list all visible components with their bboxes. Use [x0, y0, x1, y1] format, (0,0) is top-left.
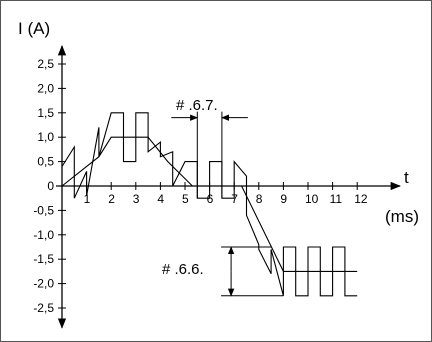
- axes: [56, 44, 402, 329]
- ripple-period-label: # .6.7.: [176, 97, 218, 114]
- y-tick-label: 1,0: [37, 130, 54, 144]
- x-tick-label: 12: [354, 192, 368, 206]
- ripple-current-line: [61, 112, 358, 297]
- x-tick-label: 8: [256, 192, 263, 206]
- x-tick-label: 2: [108, 192, 115, 206]
- annotations: [171, 111, 284, 297]
- x-tick-label: 7: [231, 192, 238, 206]
- x-tick-label: 11: [330, 192, 343, 206]
- y-tick-label: -1,0: [33, 228, 54, 242]
- y-tick-label: 1,5: [37, 106, 54, 120]
- tick-labels: 1 2 3 4 5 6 7 8 9 10 11 122,52,01,51,00,50-0,5-1,0-…: [33, 57, 368, 315]
- average-current-line: [61, 136, 358, 272]
- x-tick-label: 1: [84, 192, 91, 206]
- y-tick-label: 2,5: [37, 57, 54, 71]
- y-tick-label: -2,5: [33, 301, 54, 315]
- y-tick-label: 2,0: [37, 81, 54, 95]
- y-tick-label: -2,0: [33, 277, 54, 291]
- series-group: [61, 112, 358, 297]
- x-tick-label: 10: [305, 192, 319, 206]
- y-axis-title: I (A): [18, 19, 50, 38]
- x-axis-unit: (ms): [385, 207, 419, 226]
- x-tick-label: 6: [207, 192, 214, 206]
- x-tick-label: 5: [182, 192, 189, 206]
- x-tick-label: 4: [157, 192, 164, 206]
- x-tick-label: 9: [280, 192, 287, 206]
- y-tick-label: -1,5: [33, 252, 54, 266]
- y-tick-label: -0,5: [33, 203, 54, 217]
- y-tick-label: 0,5: [37, 155, 54, 169]
- x-axis-title: t: [404, 168, 409, 187]
- x-tick-label: 3: [133, 192, 140, 206]
- y-tick-label: 0: [47, 179, 54, 193]
- ripple-amplitude-label: # .6.6.: [162, 261, 204, 278]
